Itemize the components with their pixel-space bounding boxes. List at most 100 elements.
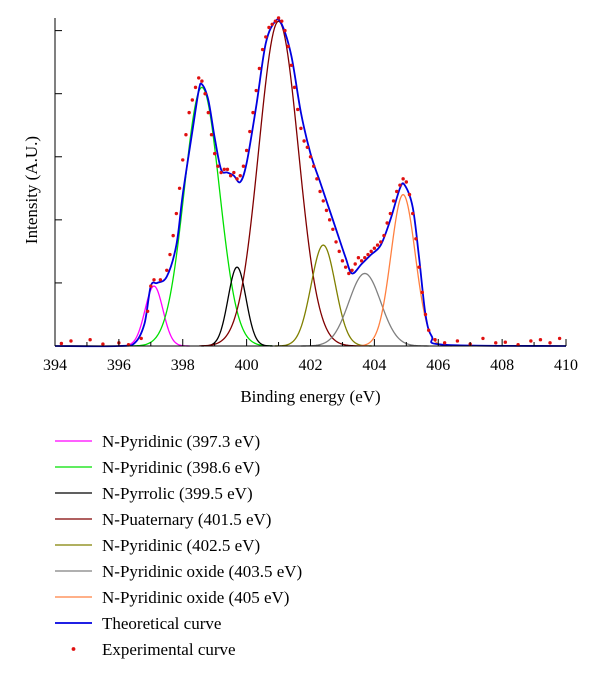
theoretical-curve-legend-label: Theoretical curve [102,614,221,633]
experimental-curve-point [232,170,236,175]
experimental-curve-point [260,47,265,52]
experimental-curve-point [302,139,306,143]
experimental-curve-point [177,186,182,191]
experimental-curve-point [382,233,386,238]
experimental-curve-point [401,177,405,181]
experimental-curve-point [241,164,246,168]
experimental-curve-point [324,208,329,213]
y-axis-title: Intensity (A.U.) [22,136,41,244]
experimental-curve-point [264,35,268,39]
experimental-curve-point [257,66,262,71]
experimental-curve-point [331,227,335,232]
experimental-curve-point [375,243,380,247]
experimental-curve-point [228,173,233,178]
n-pyridinic-398-6-ev-line [131,86,273,347]
experimental-curve-point [340,259,345,263]
n-puaternary-401-5-ev-line [199,20,358,347]
experimental-curve-point [219,170,223,175]
experimental-curve-point [343,265,348,269]
experimental-curve-point [174,211,179,216]
experimental-curve-point [88,337,92,342]
experimental-curve-point [168,252,172,257]
experimental-curve-point [411,211,415,216]
experimental-curve-point [171,233,175,238]
experimental-curve-point [187,110,191,115]
experimental-curve-point [69,339,73,343]
experimental-curve-point [165,268,169,273]
x-tick-label: 402 [299,357,323,374]
experimental-curve-point [149,284,153,288]
experimental-curve-point [391,199,396,203]
experimental-curve-point [248,129,252,134]
experimental-curve-point [442,341,447,345]
experimental-curve-point [299,126,303,131]
x-tick-label: 398 [171,357,195,374]
experimental-curve-point [145,309,150,314]
experimental-curve-point [276,16,281,20]
experimental-curve-point [200,79,204,83]
experimental-curve-point [359,259,364,263]
experimental-curve-point [379,240,383,244]
experimental-curve-point [356,255,361,260]
n-pyridinic-402-5-ev-line [274,244,372,347]
experimental-curve-point [315,177,319,181]
experimental-curve-point [203,91,207,96]
experimental-curve-point [184,132,188,137]
experimental-curve-point [308,155,313,159]
experimental-curve-point [139,336,143,341]
experimental-curve-point [417,265,421,269]
experimental-curve-point [305,145,310,150]
experimental-curve-legend-label: Experimental curve [102,640,236,659]
experimental-curve-point [238,173,242,178]
experimental-curve-point [548,341,552,345]
experimental-curve-point [398,183,402,187]
experimental-curve-point [423,312,428,317]
experimental-curve-point [529,339,533,343]
experimental-curve-point [494,341,498,345]
experimental-curve-point [270,22,274,27]
experimental-curve-point [289,63,294,68]
x-tick-label: 400 [235,357,259,374]
x-tick-label: 406 [426,357,450,374]
experimental-curve-point [503,340,508,344]
n-pyridinic-397-3-ev-legend-label: N-Pyridinic (397.3 eV) [102,432,260,451]
experimental-curve-point [152,278,156,282]
n-pyrrolic-399-5-ev-legend-label: N-Pyrrolic (399.5 eV) [102,484,253,503]
experimental-curve-point [273,19,278,23]
experimental-curve-point [280,19,284,23]
experimental-curve-point [225,167,230,172]
experimental-curve-point [235,177,239,181]
n-pyridinic-398-6-ev-legend-label: N-Pyridinic (398.6 eV) [102,458,260,477]
experimental-curve-point [254,88,258,93]
x-tick-label: 408 [490,357,514,374]
legend: N-Pyridinic (397.3 eV) N-Pyridinic (398.6… [55,432,302,659]
axes: 394 396 398 400 402 404 406 408 410 Binding energ… [22,18,578,406]
experimental-curve-point [337,249,341,254]
experimental-curve-point [283,28,287,33]
experimental-curve-point [216,164,220,168]
experimental-curve-point [321,199,325,203]
experimental-curve-point [296,107,300,112]
experimental-curve-point [193,85,198,90]
experimental-curve-point [372,246,377,250]
n-pyridinic-oxide-405-ev-legend-label: N-Pyridinic oxide (405 eV) [102,588,289,607]
n-pyridinic-402-5-ev-legend-label: N-Pyridinic (402.5 eV) [102,536,260,555]
experimental-curve-point [366,252,370,257]
experimental-curve-point [318,189,322,194]
theoretical-curve-line [54,18,567,348]
experimental-curve-point [385,221,389,225]
n-pyridinic-oxide-405-ev-line [354,193,452,347]
x-tick-label: 394 [43,357,67,374]
experimental-curve-point [420,290,424,295]
n-pyridinic-397-3-ev-line [118,285,190,347]
x-tick-label: 404 [362,357,386,374]
n-pyridinic-oxide-403-5-ev-legend-label: N-Pyridinic oxide (403.5 eV) [102,562,302,581]
experimental-curve-point [407,192,412,197]
experimental-curve-point [59,341,64,346]
experimental-curve-point [395,189,399,194]
experimental-curve-point [190,98,195,102]
experimental-curve-point [347,271,351,276]
experimental-curve-point [353,262,357,266]
experimental-curve-point [433,337,437,342]
experimental-curve-point [222,167,226,172]
